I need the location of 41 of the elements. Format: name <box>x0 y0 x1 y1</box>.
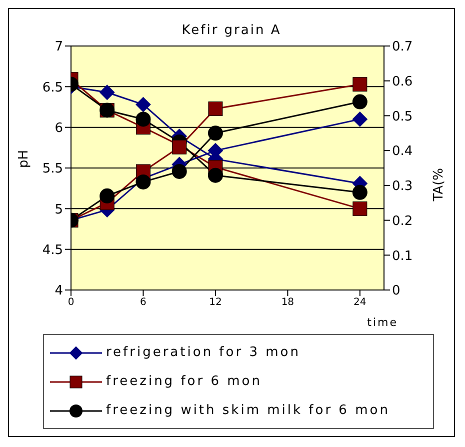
x-tick-label: 24 <box>354 297 366 308</box>
point <box>208 168 223 183</box>
y2-tick-label: 0.7 <box>392 40 413 55</box>
x-tick-label: 0 <box>68 297 74 308</box>
y-tick-label: 6.5 <box>42 80 63 96</box>
x-axis-title: time <box>367 316 398 329</box>
y2-tick-label: 0.1 <box>392 248 413 264</box>
x-tick-label: 12 <box>209 297 222 308</box>
x-tick-label: 18 <box>281 297 294 308</box>
y-axis-title: pH <box>16 150 32 168</box>
point <box>100 84 115 100</box>
y-tick-label: 7 <box>54 40 63 55</box>
point <box>136 112 151 127</box>
y2-axis-title: TA(% <box>432 168 447 202</box>
y-tick-label: 5 <box>54 202 63 218</box>
legend-label: freezing for 6 mon <box>106 374 262 389</box>
legend-label: refrigeration for 3 mon <box>106 345 300 360</box>
point <box>136 97 151 112</box>
y-tick-label: 4.5 <box>42 242 63 258</box>
y2-tick-label: 0.6 <box>392 74 413 90</box>
point <box>208 126 223 141</box>
y2-tick-label: 0.3 <box>392 179 413 194</box>
y2-tick-label: 0.2 <box>392 214 413 229</box>
point <box>352 184 368 200</box>
y-tick-label: 5.5 <box>42 162 63 177</box>
point <box>352 94 368 110</box>
point <box>352 77 368 92</box>
point <box>100 188 115 204</box>
point <box>352 201 368 216</box>
legend-label: freezing with skim milk for 6 mon <box>106 403 390 418</box>
x-tick-label: 6 <box>140 297 146 308</box>
chart-title: Kefir grain A <box>180 23 282 38</box>
y-tick-label: 4 <box>54 284 63 299</box>
point <box>208 101 223 116</box>
y-tick-label: 6 <box>54 120 63 136</box>
point <box>352 112 368 127</box>
point <box>172 164 187 179</box>
y2-tick-label: 0 <box>392 284 400 299</box>
y2-tick-label: 0.5 <box>392 109 413 124</box>
y2-tick-label: 0.4 <box>392 144 413 160</box>
point <box>136 174 151 190</box>
